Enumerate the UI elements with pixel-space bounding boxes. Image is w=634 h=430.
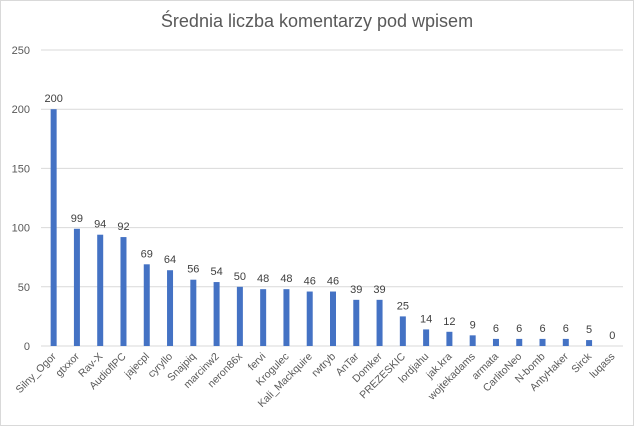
bar-value-label: 56: [187, 264, 199, 276]
y-tick-label: 250: [12, 45, 30, 57]
chart-title: Średnia liczba komentarzy pod wpisem: [161, 10, 473, 31]
x-axis: Silny_OgorgtxxorRav-XAudioflPCjajecplcyr…: [14, 350, 618, 410]
bar: [73, 228, 80, 346]
bar-value-label: 5: [586, 324, 592, 336]
bar: [562, 338, 569, 346]
bar: [330, 291, 336, 346]
bar: [399, 316, 406, 346]
bar: [423, 329, 430, 346]
bar: [167, 270, 174, 346]
bar-value-label: 46: [304, 276, 316, 288]
bar: [376, 299, 383, 346]
bar-value-label: 48: [257, 273, 269, 285]
gridlines: [41, 49, 623, 347]
bar-value-label: 46: [327, 276, 339, 288]
bar: [120, 237, 127, 346]
bars: [50, 109, 593, 346]
y-tick-label: 0: [24, 341, 30, 353]
bar-value-label: 64: [164, 254, 176, 266]
y-tick-label: 100: [12, 223, 30, 235]
bar: [446, 331, 453, 346]
bar-value-label: 54: [210, 266, 222, 278]
y-axis: 0 50 100 150 200 250: [12, 45, 30, 353]
x-tick-label: jajecpl: [122, 351, 152, 381]
bar: [586, 340, 593, 346]
bar-value-label: 92: [117, 221, 129, 233]
bar: [143, 264, 150, 346]
bar-value-label: 50: [234, 271, 246, 283]
bar: [213, 282, 220, 346]
bar-value-label: 99: [71, 213, 83, 225]
bar: [50, 109, 57, 346]
bar: [190, 279, 197, 346]
bar: [469, 335, 476, 346]
bar-value-label: 94: [94, 219, 106, 231]
bar-value-label: 69: [141, 248, 153, 260]
bar-value-label: 0: [609, 330, 615, 342]
bar: [97, 234, 104, 346]
bar: [260, 289, 267, 346]
bar: [539, 338, 546, 346]
y-tick-label: 200: [12, 104, 30, 116]
bar-value-label: 200: [44, 93, 62, 105]
bar-value-label: 6: [516, 323, 522, 335]
bar: [516, 338, 523, 346]
bar-value-label: 6: [539, 323, 545, 335]
x-tick-label: gtxxor: [53, 350, 82, 379]
bar-value-label: 25: [397, 300, 409, 312]
bar-value-label: 39: [350, 284, 362, 296]
bar-value-label: 9: [470, 319, 476, 331]
bar-value-label: 14: [420, 313, 432, 325]
bar: [306, 291, 313, 346]
bar-value-label: 48: [280, 273, 292, 285]
x-tick-label: Silny_Ogor: [14, 350, 60, 396]
bar: [353, 299, 360, 346]
bar: [236, 286, 243, 346]
y-tick-label: 150: [12, 163, 30, 175]
y-tick-label: 50: [18, 282, 30, 294]
bar: [283, 289, 290, 346]
bar: [492, 338, 499, 346]
bar-value-label: 6: [563, 323, 569, 335]
bar-value-label: 6: [493, 323, 499, 335]
x-tick-label: rwtryb: [309, 351, 338, 380]
x-tick-label: luqass: [588, 351, 618, 381]
bar-value-label: 39: [373, 284, 385, 296]
bar-value-label: 12: [443, 316, 455, 328]
